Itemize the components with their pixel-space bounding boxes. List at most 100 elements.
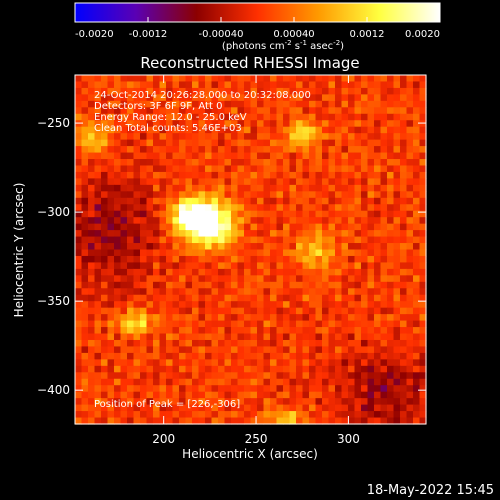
heatmap-cell [406, 359, 414, 367]
heatmap-cell [88, 385, 96, 393]
heatmap-cell [127, 255, 135, 264]
heatmap-cell [361, 178, 369, 186]
heatmap-cell [192, 133, 200, 141]
heatmap-cell [335, 359, 343, 367]
heatmap-cell [146, 243, 154, 251]
heatmap-cell [94, 152, 102, 160]
heatmap-cell [328, 120, 336, 128]
heatmap-cell [289, 255, 297, 264]
heatmap-cell [322, 301, 330, 309]
plot-frame [74, 74, 427, 425]
heatmap-cell [159, 146, 167, 154]
colorbar-gradient [74, 2, 441, 23]
heatmap-cell [192, 191, 200, 199]
heatmap-cell [419, 275, 427, 283]
heatmap-cell [380, 178, 388, 186]
heatmap-cell [94, 126, 102, 134]
heatmap-cell [231, 133, 239, 141]
heatmap-cell [354, 327, 362, 335]
heatmap-cell [101, 411, 109, 419]
heatmap-cell [218, 417, 226, 425]
heatmap-cell [159, 133, 167, 141]
heatmap-cell [94, 307, 102, 315]
heatmap-cell [211, 288, 219, 296]
heatmap-cell [146, 268, 154, 276]
heatmap-cell [400, 223, 408, 231]
heatmap-cell [270, 165, 278, 173]
heatmap-cell [153, 236, 161, 244]
heatmap-cell [250, 307, 258, 315]
heatmap-cell [328, 223, 336, 231]
heatmap-cell [393, 365, 401, 373]
heatmap-cell [309, 171, 317, 179]
heatmap-cell [322, 372, 330, 380]
heatmap-cell [406, 352, 414, 360]
heatmap-cell [159, 275, 167, 283]
heatmap-cell [419, 159, 427, 167]
heatmap-cell [101, 171, 109, 179]
heatmap-cell [413, 236, 421, 244]
heatmap-cell [75, 333, 83, 341]
heatmap-cell [361, 398, 369, 406]
heatmap-cell [374, 217, 382, 225]
heatmap-cell [244, 262, 252, 270]
heatmap-cell [341, 288, 349, 296]
heatmap-cell [114, 81, 122, 89]
heatmap-cell [166, 372, 174, 380]
heatmap-cell [419, 152, 427, 160]
heatmap-cell [250, 288, 258, 296]
heatmap-cell [205, 398, 213, 406]
heatmap-cell [419, 333, 427, 341]
heatmap-cell [81, 120, 89, 128]
heatmap-cell [88, 113, 96, 121]
heatmap-cell [289, 339, 297, 348]
heatmap-cell [94, 139, 102, 147]
heatmap-cell [114, 398, 122, 406]
heatmap-cell [283, 133, 291, 141]
heatmap-cell [367, 359, 375, 367]
heatmap-cell [419, 411, 427, 419]
heatmap-cell [322, 417, 330, 425]
heatmap-cell [283, 204, 291, 212]
heatmap-cell [192, 165, 200, 173]
heatmap-cell [140, 139, 148, 147]
heatmap-cell [140, 184, 148, 192]
heatmap-cell [302, 249, 310, 257]
heatmap-cell [81, 230, 89, 238]
heatmap-cell [237, 404, 245, 412]
heatmap-cell [374, 391, 382, 399]
heatmap-cell [406, 81, 414, 89]
heatmap-cell [107, 191, 115, 199]
heatmap-cell [374, 275, 382, 283]
heatmap-cell [348, 113, 356, 121]
heatmap-cell [354, 107, 362, 115]
heatmap-cell [309, 275, 317, 283]
heatmap-cell [348, 230, 356, 238]
heatmap-cell [153, 113, 161, 121]
heatmap-cell [322, 262, 330, 270]
heatmap-cell [244, 204, 252, 212]
heatmap-cell [387, 191, 395, 199]
heatmap-cell [374, 327, 382, 335]
heatmap-cell [283, 107, 291, 115]
heatmap-cell [146, 307, 154, 315]
heatmap-cell [328, 204, 336, 212]
heatmap-cell [218, 372, 226, 380]
heatmap-cell [361, 333, 369, 341]
heatmap-cell [237, 107, 245, 115]
heatmap-cell [192, 320, 200, 328]
heatmap-cell [120, 152, 128, 160]
heatmap-cell [198, 94, 206, 102]
heatmap-cell [133, 75, 141, 83]
heatmap-cell [341, 391, 349, 399]
heatmap-cell [231, 100, 239, 108]
heatmap-cell [211, 314, 219, 322]
heatmap-cell [114, 359, 122, 367]
heatmap-cell [101, 223, 109, 231]
heatmap-cell [393, 301, 401, 309]
heatmap-cell [185, 352, 193, 360]
heatmap-cell [88, 126, 96, 134]
heatmap-cell [198, 171, 206, 179]
heatmap-cell [302, 113, 310, 121]
heatmap-cell [302, 411, 310, 419]
